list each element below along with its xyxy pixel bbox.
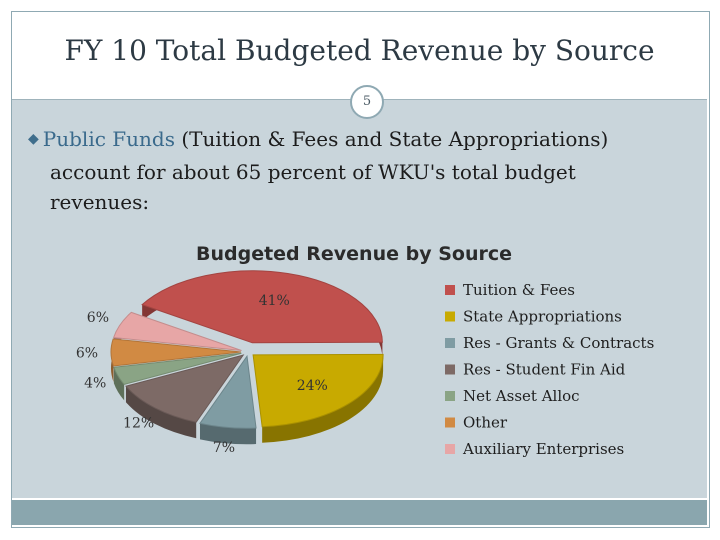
- pie-slice-3: [125, 354, 245, 439]
- legend-swatch-4: [445, 391, 455, 401]
- legend-label-5: Other: [463, 414, 508, 432]
- bullet-line-1: ◆ Public Funds (Tuition & Fees and State …: [28, 124, 678, 157]
- bullet-text-1: (Tuition & Fees and State Appropriations…: [174, 127, 609, 151]
- pie-slice-top-3: [125, 354, 245, 423]
- bullet-highlight: Public Funds: [42, 127, 175, 151]
- page-number-badge: 5: [350, 85, 384, 119]
- pie-slice-0: [141, 270, 383, 359]
- legend-swatch-5: [445, 417, 455, 428]
- legend-label-0: Tuition & Fees: [463, 281, 575, 299]
- bullet-icon: ◆: [28, 131, 39, 147]
- slice-label-2: 7%: [213, 440, 235, 456]
- footer-bar: [12, 500, 707, 525]
- legend-swatch-0: [445, 285, 455, 295]
- legend-label-2: Res - Grants & Contracts: [463, 334, 654, 352]
- slice-label-0: 41%: [259, 293, 290, 309]
- legend-label-4: Net Asset Alloc: [463, 387, 580, 405]
- chart-title: Budgeted Revenue by Source: [196, 243, 512, 265]
- bullet-line-2: account for about 65 percent of WKU's to…: [50, 160, 576, 184]
- slice-label-6: 6%: [87, 310, 109, 326]
- legend-swatch-6: [445, 444, 455, 454]
- pie-slice-4: [113, 352, 242, 401]
- pie-slice-top-5: [110, 338, 242, 367]
- pie-slice-side-3: [125, 386, 197, 439]
- bullet-paragraph: ◆ Public Funds (Tuition & Fees and State …: [28, 124, 678, 217]
- legend-label-1: State Appropriations: [463, 308, 622, 326]
- legend-label-6: Auxiliary Enterprises: [462, 440, 624, 458]
- slice-label-3: 12%: [123, 416, 154, 432]
- pie-slice-top-1: [252, 353, 384, 428]
- pie-slice-side-1: [262, 354, 384, 443]
- slice-label-4: 4%: [84, 375, 106, 391]
- pie-slice-5: [110, 338, 242, 382]
- slice-label-1: 24%: [297, 378, 328, 394]
- pie-slice-top-6: [112, 311, 242, 351]
- legend-label-3: Res - Student Fin Aid: [463, 361, 626, 379]
- legend-swatch-2: [445, 338, 455, 348]
- slice-label-5: 6%: [76, 346, 98, 362]
- pie-slice-top-4: [113, 352, 242, 385]
- slide-title: FY 10 Total Budgeted Revenue by Source: [64, 34, 655, 67]
- legend-swatch-3: [445, 364, 455, 375]
- content-area: [12, 100, 707, 498]
- pie-slice-1: [252, 353, 384, 443]
- pie-slice-side-4: [113, 367, 125, 401]
- pie-slice-top-0: [141, 270, 383, 344]
- pie-slice-top-2: [199, 354, 257, 429]
- legend-swatch-1: [445, 311, 455, 322]
- bullet-line-3: revenues:: [50, 190, 150, 214]
- pie-slice-2: [199, 354, 257, 445]
